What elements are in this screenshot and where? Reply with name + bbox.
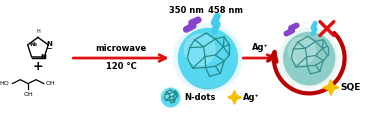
Circle shape: [289, 38, 315, 64]
Polygon shape: [323, 80, 339, 95]
Circle shape: [285, 36, 333, 85]
Circle shape: [279, 28, 339, 88]
Text: 120 °C: 120 °C: [105, 62, 136, 71]
Text: SQE: SQE: [341, 83, 361, 92]
Text: microwave: microwave: [95, 44, 147, 53]
Text: 458 nm: 458 nm: [208, 6, 243, 15]
Text: Ag⁺: Ag⁺: [243, 93, 260, 102]
Circle shape: [174, 24, 242, 92]
Text: N: N: [40, 54, 46, 60]
Text: H: H: [36, 29, 40, 34]
Text: Ag⁺: Ag⁺: [252, 43, 268, 52]
Text: N-dots: N-dots: [184, 93, 216, 102]
Polygon shape: [28, 37, 48, 57]
Circle shape: [173, 23, 243, 93]
Text: N₃: N₃: [29, 42, 38, 47]
Circle shape: [161, 88, 180, 107]
Circle shape: [160, 87, 181, 108]
Circle shape: [162, 90, 179, 107]
Text: OH: OH: [46, 81, 56, 86]
Text: +: +: [33, 60, 43, 73]
Circle shape: [184, 34, 215, 65]
Circle shape: [178, 29, 237, 87]
Circle shape: [284, 33, 335, 84]
Circle shape: [281, 30, 337, 86]
Circle shape: [280, 29, 338, 87]
Text: N: N: [46, 41, 52, 47]
Circle shape: [175, 26, 240, 90]
Text: 350 nm: 350 nm: [169, 6, 204, 15]
Polygon shape: [228, 90, 242, 104]
Circle shape: [162, 89, 180, 106]
Circle shape: [164, 90, 173, 99]
Text: HO: HO: [0, 81, 9, 86]
Circle shape: [180, 33, 236, 89]
Text: OH: OH: [23, 92, 33, 97]
Circle shape: [161, 87, 181, 107]
